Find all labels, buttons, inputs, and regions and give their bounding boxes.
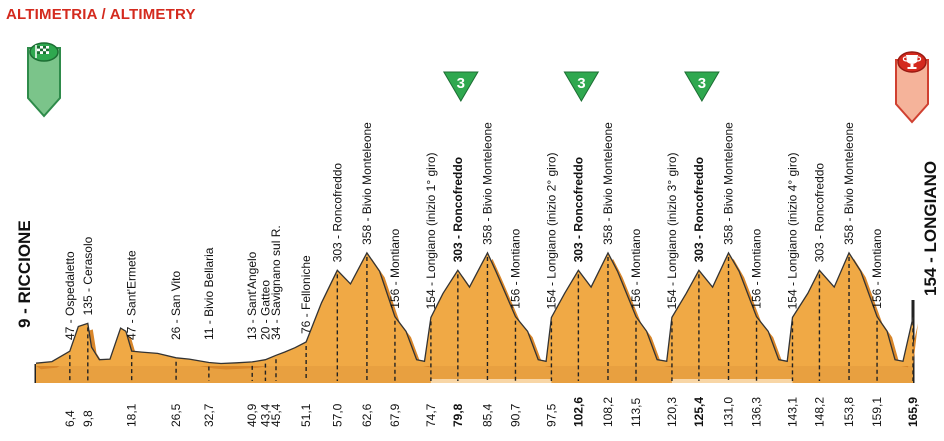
profile-area	[36, 252, 913, 366]
km-label: 45,4	[269, 403, 283, 427]
km-label: 97,5	[544, 403, 558, 427]
place-label: 358 - Bivio Monteleone	[360, 122, 374, 245]
place-label: 47 - Ospedaletto	[63, 251, 77, 340]
km-label: 136,3	[750, 397, 764, 427]
checkered-flag-icon	[35, 45, 49, 58]
place-label: 303 - Roncofreddo	[330, 163, 344, 263]
place-label: 13 - Sant'Angelo	[245, 251, 259, 340]
kom-badge: 3	[442, 71, 479, 102]
km-label: 148,2	[812, 397, 826, 427]
place-label: 156 - Montiano	[629, 228, 643, 308]
finish-label: 154 - LONGIANO	[921, 161, 940, 296]
profile-base-band	[36, 366, 913, 383]
finish-marker	[895, 51, 929, 124]
km-label: 153,8	[842, 397, 856, 427]
km-label: 74,7	[424, 403, 438, 427]
km-label: 6,4	[63, 410, 77, 427]
km-label: 143,1	[785, 397, 799, 427]
place-label: 154 - Longiano (inizio 4° giro)	[785, 153, 799, 310]
place-label: 358 - Bivio Monteleone	[722, 122, 736, 245]
km-label: 26,5	[169, 403, 183, 427]
km-label: 43,4	[258, 403, 272, 427]
page-title: ALTIMETRIA / ALTIMETRY	[6, 6, 196, 23]
place-label: 303 - Roncofreddo	[571, 157, 585, 262]
km-label: 90,7	[508, 403, 522, 427]
place-label: 11 - Bivio Bellaria	[202, 247, 216, 340]
km-label: 113,5	[629, 398, 643, 427]
place-label: 154 - Longiano (inizio 1° giro)	[424, 153, 438, 310]
kom-triangle	[563, 71, 600, 102]
kom-triangle	[684, 71, 720, 102]
km-label: 51,1	[299, 403, 313, 427]
km-label: 125,4	[692, 397, 706, 427]
place-label: 156 - Montiano	[388, 228, 402, 308]
place-label: 303 - Roncofreddo	[812, 163, 826, 263]
kom-badge: 3	[684, 71, 720, 102]
km-label: 18,1	[125, 403, 139, 427]
km-label: 131,0	[722, 397, 736, 427]
place-label: 303 - Roncofreddo	[451, 157, 465, 262]
profile-outline	[35, 251, 914, 365]
place-label: 358 - Bivio Monteleone	[480, 122, 494, 245]
kom-badge: 3	[563, 71, 600, 102]
place-label: 20 - Gatteo	[258, 280, 272, 340]
start-marker	[27, 42, 61, 118]
place-label: 156 - Montiano	[508, 228, 522, 308]
km-label: 67,9	[388, 403, 402, 427]
lap-highlight-2	[671, 379, 793, 383]
kom-category-label: 3	[698, 75, 706, 92]
place-label: 47 - Sant'Ermete	[125, 250, 139, 340]
trophy-icon	[902, 55, 922, 69]
km-label: 62,6	[360, 403, 374, 427]
place-label: 154 - Longiano (inizio 3° giro)	[665, 153, 679, 310]
place-label: 303 - Roncofreddo	[692, 157, 706, 262]
kom-category-label: 3	[577, 75, 585, 92]
km-label: 9,8	[81, 410, 95, 427]
km-label: 165,9	[906, 397, 920, 427]
place-label: 135 - Cerasolo	[81, 236, 95, 315]
place-label: 358 - Bivio Monteleone	[842, 122, 856, 245]
km-label: 32,7	[202, 403, 216, 427]
km-label: 79,8	[451, 403, 465, 427]
place-label: 358 - Bivio Monteleone	[601, 122, 615, 245]
km-label: 159,1	[870, 397, 884, 427]
place-label: 76 - Felloniche	[299, 255, 313, 334]
place-label: 156 - Montiano	[750, 228, 764, 308]
km-label: 102,6	[571, 397, 585, 427]
kom-triangle	[442, 71, 479, 102]
place-label: 34 - Savignano sul R.	[269, 225, 283, 340]
lap-highlight-1	[430, 379, 552, 383]
km-label: 85,4	[480, 403, 494, 427]
km-label: 40,9	[245, 403, 259, 427]
place-label: 156 - Montiano	[870, 228, 884, 308]
kom-category-label: 3	[457, 75, 465, 92]
km-label: 57,0	[330, 403, 344, 427]
km-label: 120,3	[665, 397, 679, 427]
km-label: 108,2	[601, 397, 615, 427]
start-label: 9 - RICCIONE	[15, 220, 34, 328]
place-label: 26 - San Vito	[169, 271, 183, 340]
place-label: 154 - Longiano (inizio 2° giro)	[544, 153, 558, 310]
